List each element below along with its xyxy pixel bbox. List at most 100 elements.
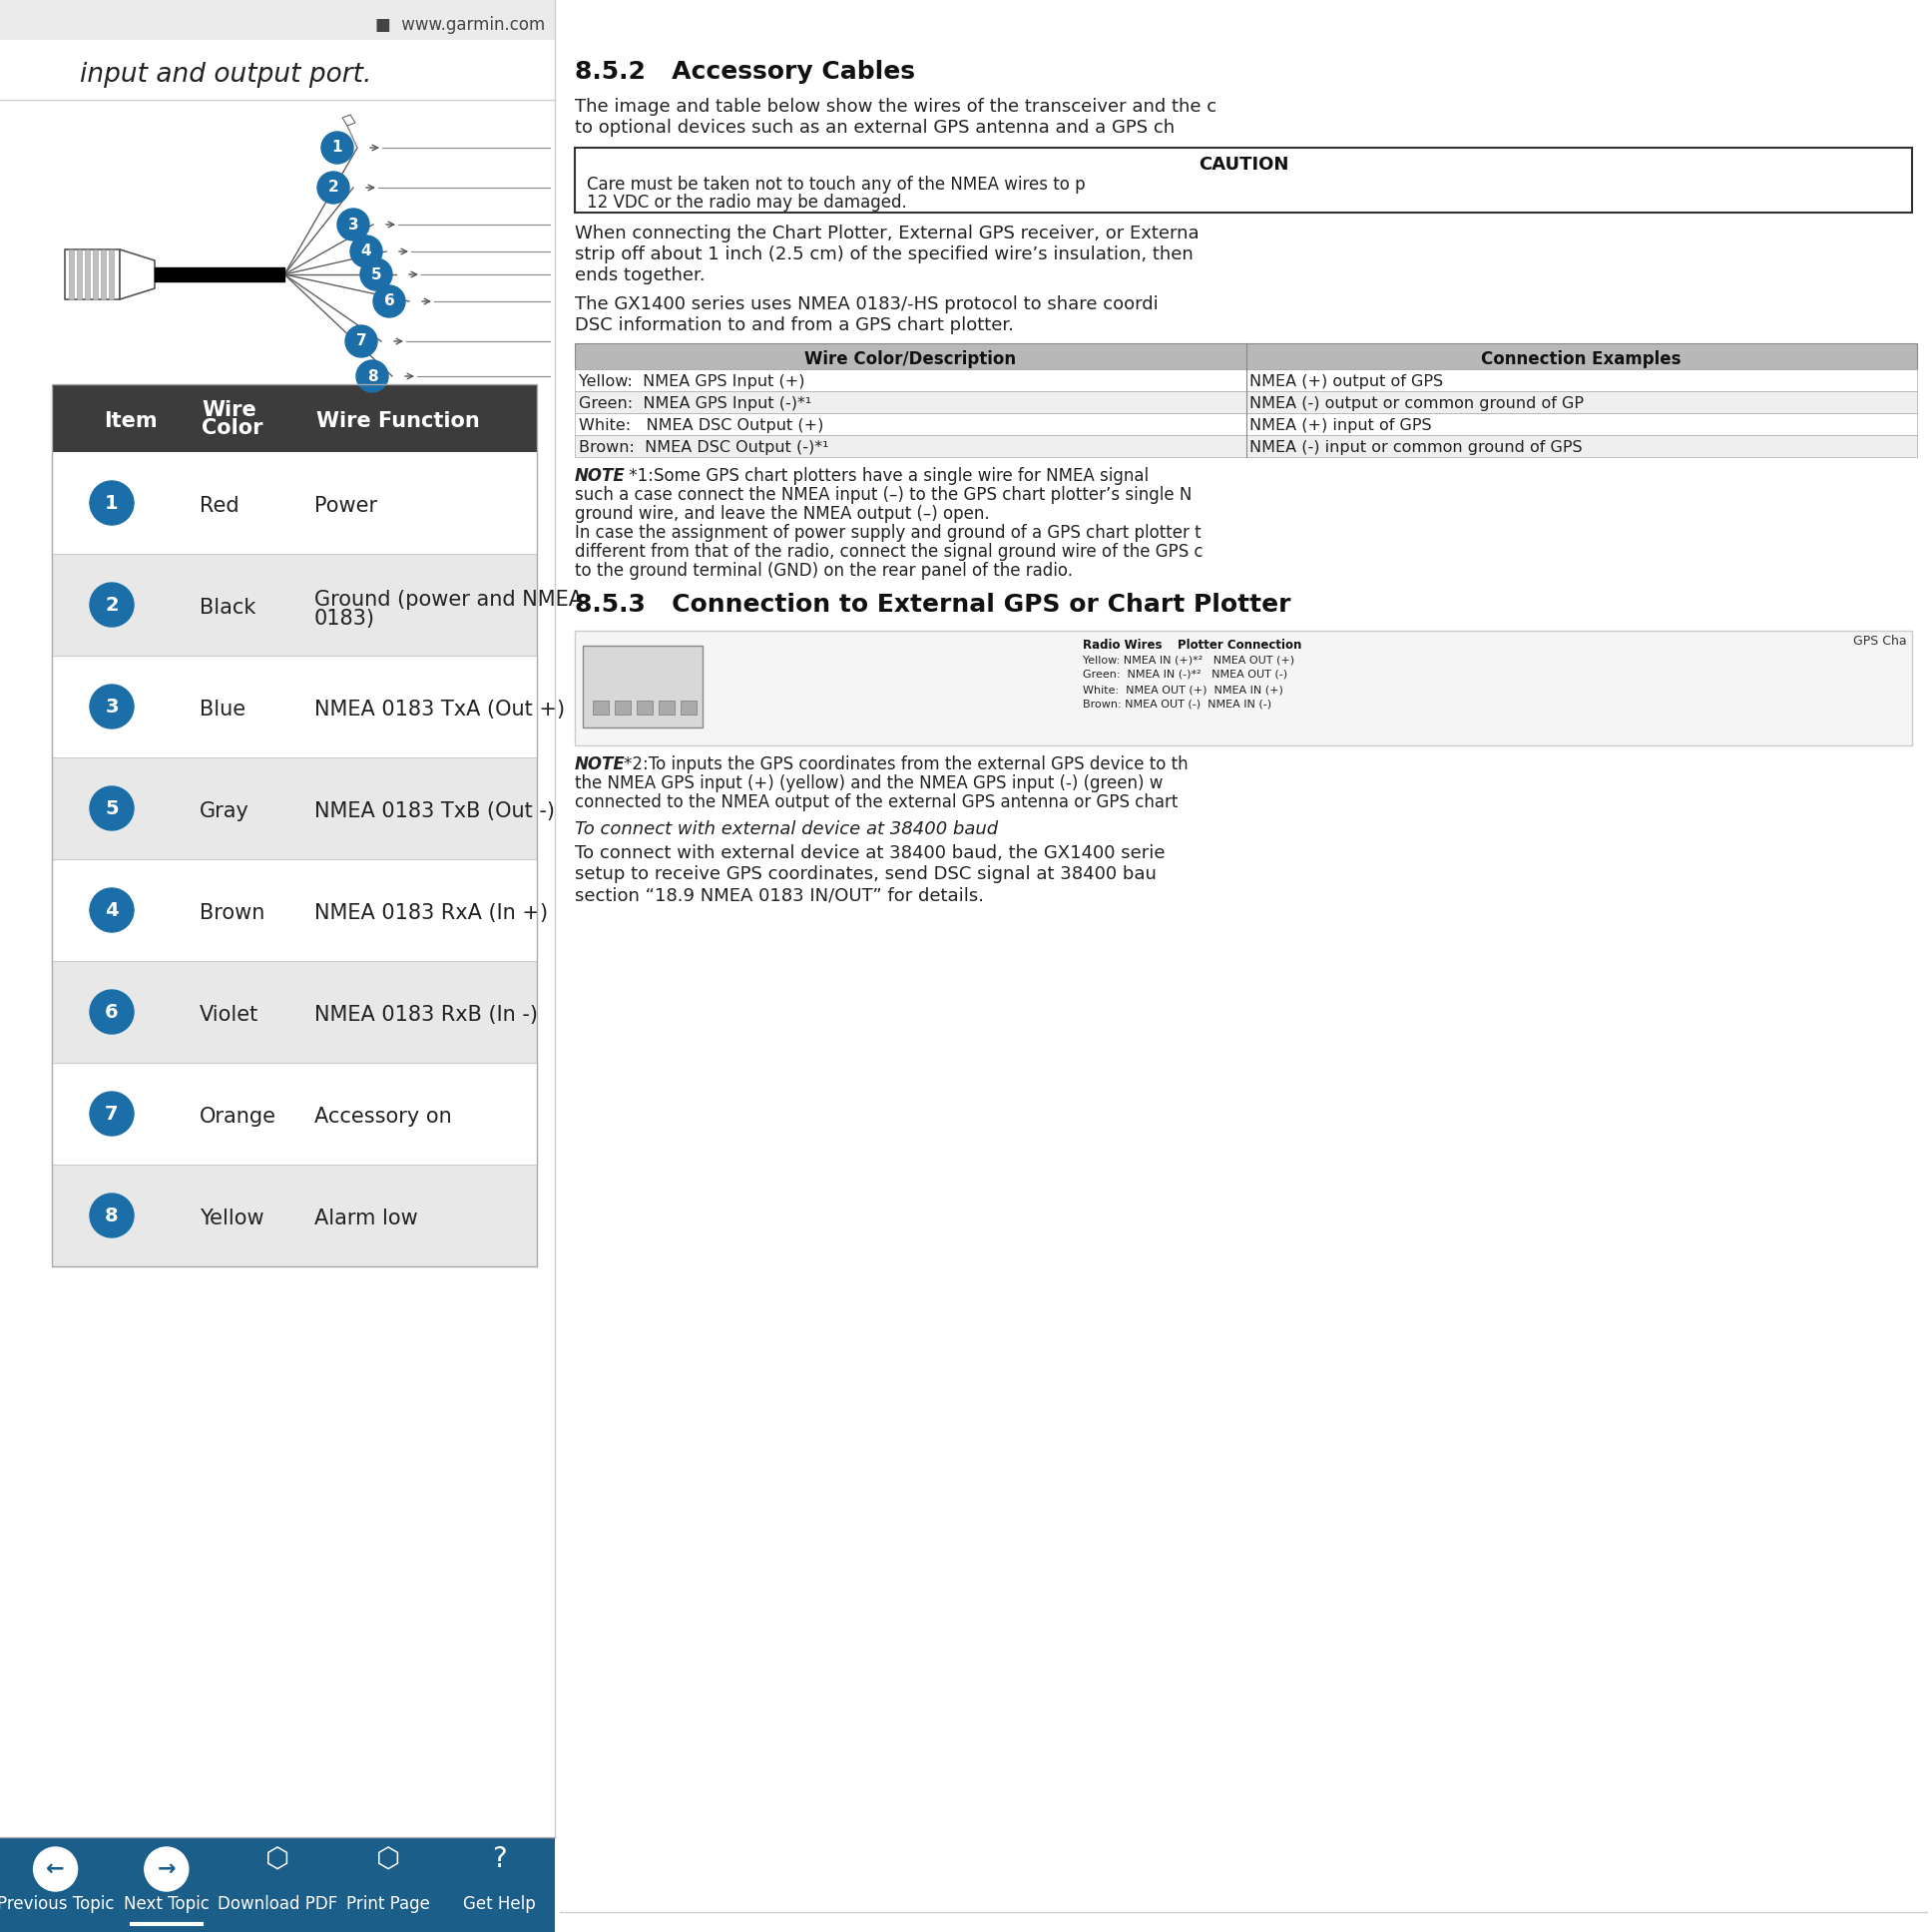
Text: Alarm low: Alarm low [315,1209,417,1229]
Bar [593,701,609,715]
Text: ⬡: ⬡ [265,1845,290,1874]
Bar [66,249,120,299]
Text: Green:  NMEA IN (-)*²   NMEA OUT (-): Green: NMEA IN (-)*² NMEA OUT (-) [1084,670,1287,680]
Text: section “18.9 NMEA 0183 IN/OUT” for details.: section “18.9 NMEA 0183 IN/OUT” for deta… [576,887,983,904]
Text: 12 VDC or the radio may be damaged.: 12 VDC or the radio may be damaged. [587,193,906,213]
Text: ■  www.garmin.com: ■ www.garmin.com [375,15,545,35]
Bar [0,100,554,1837]
Circle shape [89,1092,133,1136]
Text: 6: 6 [104,1003,118,1022]
Text: Plotter Connection: Plotter Connection [1179,639,1302,651]
Bar [52,1165,537,1265]
Text: 1: 1 [104,493,118,512]
Text: 7: 7 [104,1105,118,1122]
Bar [52,452,537,554]
Text: The image and table below show the wires of the transceiver and the c: The image and table below show the wires… [576,99,1217,116]
Text: to the ground terminal (GND) on the rear panel of the radio.: to the ground terminal (GND) on the rear… [576,562,1072,580]
Text: input and output port.: input and output port. [79,62,371,87]
Text: 6: 6 [384,294,394,309]
Text: 4: 4 [361,243,371,259]
Text: 8: 8 [367,369,377,384]
Text: NMEA 0183 TxA (Out +): NMEA 0183 TxA (Out +) [315,699,564,719]
Text: to optional devices such as an external GPS antenna and a GPS ch: to optional devices such as an external … [576,118,1175,137]
Text: Wire Function: Wire Function [317,412,479,431]
Text: Wire Color/Description: Wire Color/Description [804,350,1016,369]
Text: When connecting the Chart Plotter, External GPS receiver, or Externa: When connecting the Chart Plotter, Exter… [576,224,1200,243]
Text: 5: 5 [104,798,118,817]
Text: ←: ← [46,1859,66,1880]
Text: Print Page: Print Page [346,1895,431,1913]
Text: To connect with external device at 38400 baud, the GX1400 serie: To connect with external device at 38400… [576,844,1165,862]
Polygon shape [120,249,155,299]
Bar [100,249,106,299]
Text: different from that of the radio, connect the signal ground wire of the GPS c: different from that of the radio, connec… [576,543,1204,560]
Text: the NMEA GPS input (+) (yellow) and the NMEA GPS input (-) (green) w: the NMEA GPS input (+) (yellow) and the … [576,775,1163,792]
Text: Brown: NMEA OUT (-)  NMEA IN (-): Brown: NMEA OUT (-) NMEA IN (-) [1084,699,1271,709]
Circle shape [346,325,377,357]
Circle shape [350,236,383,267]
Circle shape [373,286,406,317]
Text: 1: 1 [332,141,342,155]
Text: : *2:To inputs the GPS coordinates from the external GPS device to th: : *2:To inputs the GPS coordinates from … [612,755,1188,773]
Text: 8: 8 [104,1206,118,1225]
Text: NMEA 0183 RxB (In -): NMEA 0183 RxB (In -) [315,1005,537,1024]
Bar [52,860,537,960]
Text: Gray: Gray [199,802,249,821]
Text: NMEA 0183 TxB (Out -): NMEA 0183 TxB (Out -) [315,802,554,821]
Text: Red: Red [199,497,240,516]
Text: 0183): 0183) [315,609,375,628]
Text: 5: 5 [371,267,381,282]
Text: Connection Examples: Connection Examples [1482,350,1681,369]
Bar [52,960,537,1063]
Text: Blue: Blue [199,699,245,719]
Bar [93,249,99,299]
Text: Item: Item [104,412,156,431]
Bar [576,413,1917,435]
Bar [583,645,703,728]
Circle shape [89,583,133,626]
Bar [52,384,537,1265]
Text: In case the assignment of power supply and ground of a GPS chart plotter t: In case the assignment of power supply a… [576,524,1202,541]
Text: GPS Cha: GPS Cha [1853,636,1907,647]
Text: 3: 3 [348,216,359,232]
Bar [576,147,1913,213]
Text: Yellow:  NMEA GPS Input (+): Yellow: NMEA GPS Input (+) [580,375,806,390]
Circle shape [89,786,133,831]
Bar [52,1063,537,1165]
Text: Care must be taken not to touch any of the NMEA wires to p: Care must be taken not to touch any of t… [587,176,1086,193]
Circle shape [145,1847,189,1891]
Bar [614,701,630,715]
Circle shape [89,889,133,931]
Text: White:   NMEA DSC Output (+): White: NMEA DSC Output (+) [580,419,823,433]
Bar [52,554,537,655]
Bar [659,701,674,715]
Circle shape [355,359,388,392]
Text: ?: ? [493,1845,506,1874]
Text: ground wire, and leave the NMEA output (–) open.: ground wire, and leave the NMEA output (… [576,504,989,524]
Text: DSC information to and from a GPS chart plotter.: DSC information to and from a GPS chart … [576,317,1014,334]
Bar [0,41,554,100]
Text: Wire: Wire [201,400,257,419]
Bar [108,249,114,299]
Text: Download PDF: Download PDF [218,1895,338,1913]
Bar [52,384,537,452]
Circle shape [89,1194,133,1236]
Bar [554,0,1932,1932]
Text: Green:  NMEA GPS Input (-)*¹: Green: NMEA GPS Input (-)*¹ [580,396,811,412]
Circle shape [33,1847,77,1891]
Bar [576,435,1917,458]
Circle shape [89,481,133,526]
Circle shape [338,209,369,240]
Text: 2: 2 [328,180,338,195]
Bar [77,249,81,299]
Text: Violet: Violet [199,1005,259,1024]
Text: connected to the NMEA output of the external GPS antenna or GPS chart: connected to the NMEA output of the exte… [576,794,1179,811]
Text: NMEA (+) input of GPS: NMEA (+) input of GPS [1250,419,1432,433]
Text: CAUTION: CAUTION [1198,156,1289,174]
Bar [680,701,697,715]
Circle shape [89,989,133,1034]
Text: Ground (power and NMEA: Ground (power and NMEA [315,589,583,611]
Text: Black: Black [199,597,255,618]
Bar [52,655,537,757]
Polygon shape [342,114,355,126]
